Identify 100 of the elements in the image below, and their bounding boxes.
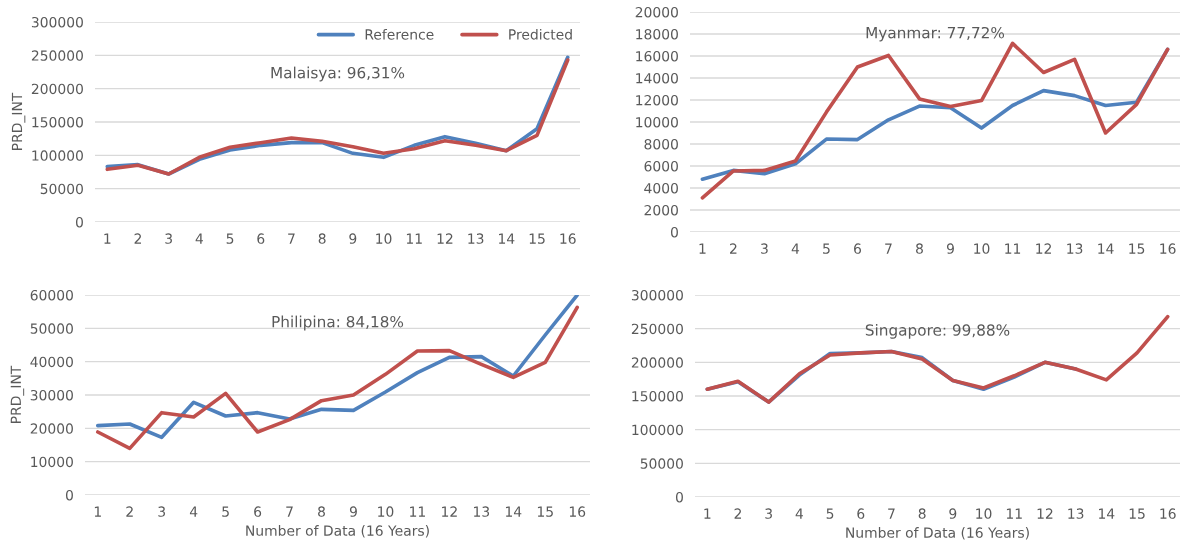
y-tick-label: 150000: [32, 116, 83, 128]
x-tick-label: 6: [257, 233, 265, 244]
y-tick-label: 50000: [640, 458, 683, 469]
x-tick-label: 11: [1006, 508, 1022, 519]
x-tick-label: 14: [1099, 508, 1115, 519]
x-tick-label: 12: [1036, 243, 1051, 254]
x-tick-label: 10: [976, 508, 992, 519]
text: Malaisya: 96,31%: [271, 66, 405, 82]
y-tick-label: 150000: [632, 390, 683, 402]
y-tick-label: 250000: [631, 323, 683, 335]
x-tick-label: 4: [195, 233, 204, 244]
y-tick-label: 50000: [30, 323, 73, 334]
x-tick-label: 1: [699, 243, 706, 254]
x-tick-label: 9: [349, 506, 357, 517]
x-tick-label: 3: [765, 508, 772, 519]
x-tick-label: 15: [537, 506, 553, 517]
y-tick-label: 18000: [636, 28, 678, 40]
y-tick-label: 0: [75, 216, 83, 228]
x-tick-label: 9: [949, 508, 957, 519]
x-tick-label: 8: [918, 508, 926, 519]
x-tick-label: 7: [885, 243, 892, 254]
x-tick-label: 7: [288, 233, 295, 244]
x-tick-label: 1: [704, 508, 711, 519]
x-tick-label: 2: [134, 233, 141, 244]
text: Myanmar: 77,72%: [866, 26, 1005, 42]
x-tick-label: 16: [560, 233, 576, 244]
x-tick-label: 2: [734, 508, 741, 519]
x-tick-label: 2: [730, 243, 737, 254]
y-tick-label: 40000: [30, 356, 73, 368]
y-tick-label: 0: [670, 226, 678, 238]
y-tick-label: 10000: [31, 456, 73, 468]
x-tick-label: 13: [1067, 243, 1083, 254]
y-tick-label: 10000: [636, 116, 678, 128]
x-tick-label: 5: [226, 233, 234, 244]
x-tick-label: 15: [1129, 243, 1145, 254]
x-tick-label: 8: [318, 506, 325, 517]
y-tick-label: 300000: [631, 289, 683, 301]
y-tick-label: 100000: [632, 424, 683, 436]
x-tick-label: 6: [857, 508, 865, 519]
x-tick-label: 7: [286, 506, 293, 517]
x-tick-label: 5: [823, 243, 830, 254]
legend-label: Reference: [365, 28, 434, 40]
text: Singapore: 99,88%: [865, 323, 1010, 339]
x-tick-label: 4: [791, 243, 800, 254]
y-tick-label: 100000: [32, 150, 83, 161]
y-tick-label: 16000: [636, 50, 678, 62]
y-tick-label: 200000: [31, 83, 83, 95]
x-tick-label: 15: [1129, 508, 1145, 519]
y-tick-label: 300000: [31, 16, 83, 28]
y-tick-label: 200000: [631, 357, 683, 368]
x-tick-label: 10: [378, 506, 394, 517]
x-tick-label: 10: [376, 233, 392, 244]
x-tick-label: 14: [499, 233, 515, 244]
x-tick-label: 15: [529, 233, 545, 244]
x-tick-label: 3: [761, 243, 768, 254]
x-tick-label: 5: [222, 506, 229, 517]
y-tick-label: 14000: [636, 72, 678, 84]
y-axis-title: PRD_INT: [11, 92, 26, 150]
x-tick-label: 11: [406, 233, 422, 244]
y-tick-label: 4000: [644, 182, 678, 194]
y-tick-label: 20000: [30, 423, 73, 434]
y-tick-label: 6000: [644, 160, 678, 172]
x-tick-label: 13: [468, 233, 484, 244]
x-tick-label: 13: [474, 506, 490, 517]
x-tick-label: 4: [189, 506, 198, 517]
x-tick-label: 16: [569, 506, 586, 517]
x-tick-label: 4: [795, 508, 804, 519]
x-tick-label: 3: [165, 233, 172, 244]
x-tick-label: 16: [1160, 243, 1176, 254]
y-tick-label: 0: [65, 489, 73, 501]
text: Philipina: 84,18%: [272, 315, 404, 331]
x-tick-label: 12: [1037, 508, 1053, 519]
x-tick-label: 9: [946, 243, 954, 254]
y-axis-title: PRD_INT: [10, 365, 25, 423]
x-axis-title: Number of Data (16 Years): [246, 525, 429, 538]
x-tick-label: 2: [126, 506, 133, 517]
x-tick-label: 14: [505, 506, 522, 517]
x-tick-label: 11: [1005, 243, 1021, 254]
x-tick-label: 6: [854, 243, 862, 254]
x-tick-label: 16: [1160, 508, 1176, 519]
y-tick-label: 8000: [644, 138, 678, 150]
y-tick-label: 12000: [636, 94, 678, 106]
x-tick-label: 13: [1068, 508, 1084, 519]
legend-label: Predicted: [509, 28, 572, 40]
y-tick-label: 20000: [635, 6, 678, 18]
y-tick-label: 2000: [644, 204, 678, 216]
x-tick-label: 11: [410, 506, 425, 517]
x-tick-label: 8: [916, 243, 923, 254]
x-tick-label: 9: [349, 233, 357, 244]
x-tick-label: 7: [888, 508, 895, 519]
x-tick-label: 6: [254, 506, 262, 517]
x-tick-label: 14: [1098, 243, 1114, 254]
x-tick-label: 1: [104, 233, 111, 244]
x-tick-label: 5: [826, 508, 834, 519]
x-axis-title: Number of Data (16 Years): [846, 527, 1029, 540]
y-tick-label: 250000: [31, 50, 83, 61]
x-tick-label: 12: [437, 233, 453, 244]
y-tick-label: 30000: [30, 389, 73, 401]
x-tick-label: 10: [974, 243, 990, 254]
x-tick-label: 8: [318, 233, 326, 244]
